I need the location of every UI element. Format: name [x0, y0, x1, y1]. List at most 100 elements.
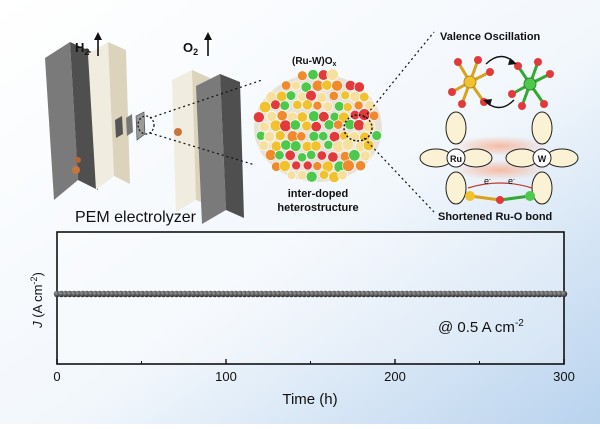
atom-sphere — [289, 119, 301, 131]
atom-sphere — [274, 130, 286, 141]
fitting-left — [72, 166, 80, 174]
interdoped-label-line1: inter-doped — [288, 188, 349, 200]
atom-sphere — [331, 79, 343, 92]
fitting-left-2 — [75, 157, 81, 163]
x-tick-label: 200 — [384, 369, 406, 384]
atom-sphere — [306, 149, 317, 160]
atom-sphere — [297, 152, 307, 163]
oxide-label: (Ru-W)Ox — [292, 56, 337, 68]
atom-sphere — [363, 120, 376, 133]
ru-center — [446, 148, 466, 168]
oscillation-arrowhead-bottom — [483, 99, 492, 106]
zoom-line-mech-bottom — [363, 137, 435, 213]
atom-sphere — [333, 119, 344, 130]
flow-plate-left-side — [88, 42, 114, 190]
atom-sphere — [337, 169, 348, 181]
ru-lobe-bottom — [445, 171, 467, 205]
x-tick-label: 300 — [553, 369, 575, 384]
membrane-1 — [115, 116, 123, 138]
w-lobe-top — [531, 111, 553, 145]
end-plate-left-side — [45, 42, 78, 200]
zoom-line-bottom — [149, 132, 256, 166]
atom-sphere — [326, 68, 339, 81]
bond-o-atom — [496, 196, 504, 204]
flow-plate-left-front — [108, 42, 130, 184]
atom-sphere — [353, 81, 365, 93]
ru-lobe-top — [445, 111, 467, 145]
bond-ru-atom — [465, 191, 475, 201]
x-axis-label: Time (h) — [282, 391, 337, 408]
atom-cluster — [253, 68, 382, 183]
atom-sphere — [297, 170, 308, 181]
atom-sphere — [291, 80, 301, 91]
atom-sphere — [342, 102, 353, 112]
atom-sphere — [322, 101, 334, 112]
h2-arrow-head — [94, 32, 102, 40]
mechanism-panel: Valence Oscillation — [419, 31, 579, 223]
atom-sphere — [263, 131, 276, 143]
nanostructure-illustration: (Ru-W)Ox inter-doped heterostructure — [253, 56, 382, 214]
x-axis-ticks: 0 100 200 300 — [53, 359, 575, 384]
atom-sphere — [312, 100, 323, 111]
atom-sphere — [318, 169, 329, 180]
interdoped-label-line2: heterostructure — [277, 202, 358, 214]
zoom-circle-membrane — [137, 115, 155, 135]
ru-o-w-bond: e- e- — [465, 176, 535, 204]
h2-label: H2 — [75, 40, 89, 57]
atom-sphere — [276, 90, 288, 102]
ru-octahedron — [448, 56, 494, 108]
atom-sphere — [318, 111, 330, 123]
atom-sphere — [276, 110, 288, 122]
atom-sphere — [259, 100, 272, 114]
atom-sphere — [369, 110, 380, 121]
atom-sphere — [301, 120, 313, 132]
atom-sphere — [301, 99, 313, 111]
atom-sphere — [316, 150, 327, 161]
atom-sphere — [364, 99, 376, 112]
shortened-bond-label: Shortened Ru-O bond — [438, 211, 552, 223]
atom-sphere — [323, 119, 335, 131]
end-plate-right-front — [220, 74, 244, 218]
bond-w-atom — [525, 191, 535, 201]
atom-sphere — [279, 100, 290, 111]
electron-label-right: e- — [508, 176, 515, 186]
x-tick-label: 100 — [215, 369, 237, 384]
orbital-diagram: Ru W — [419, 111, 579, 205]
atom-sphere — [300, 81, 312, 93]
atom-sphere — [274, 150, 285, 161]
atom-sphere — [307, 69, 319, 81]
atom-sphere — [258, 121, 270, 132]
zoom-line-mech-top — [363, 31, 435, 119]
atom-sphere — [253, 111, 265, 123]
o2-arrow-head — [204, 32, 212, 40]
flow-plate-right-side — [172, 70, 196, 212]
pem-electrolyzer-illustration: H2 O2 PEM electrolyzer — [45, 32, 244, 226]
atom-sphere — [284, 149, 296, 161]
pem-label: PEM electrolyzer — [75, 209, 197, 226]
atom-sphere — [258, 140, 270, 151]
atom-sphere — [340, 90, 351, 101]
chart-frame — [56, 231, 565, 365]
atom-sphere — [310, 140, 322, 152]
fitting-right — [174, 128, 182, 136]
atom-sphere — [328, 90, 339, 101]
atom-sphere — [353, 100, 364, 111]
oscillation-arrowhead-top — [508, 58, 517, 65]
atom-sphere — [348, 149, 361, 162]
atom-sphere — [321, 79, 333, 91]
electron-transfer-arc — [467, 182, 533, 189]
atom-sphere — [371, 130, 382, 141]
atom-sphere — [302, 160, 313, 171]
w-label: W — [538, 154, 547, 164]
stability-chart: 0 100 200 300 Time (h) J (A cm-2) @ 0.5 A c… — [29, 231, 575, 408]
data-point — [560, 290, 568, 298]
valence-oscillation-label: Valence Oscillation — [440, 31, 541, 43]
atom-sphere — [291, 160, 302, 171]
atom-sphere — [353, 119, 365, 132]
current-density-annotation: @ 0.5 A cm-2 — [438, 318, 524, 336]
data-series — [53, 290, 568, 298]
atom-sphere — [359, 150, 371, 162]
atom-sphere — [342, 159, 355, 172]
atom-sphere — [285, 90, 297, 101]
